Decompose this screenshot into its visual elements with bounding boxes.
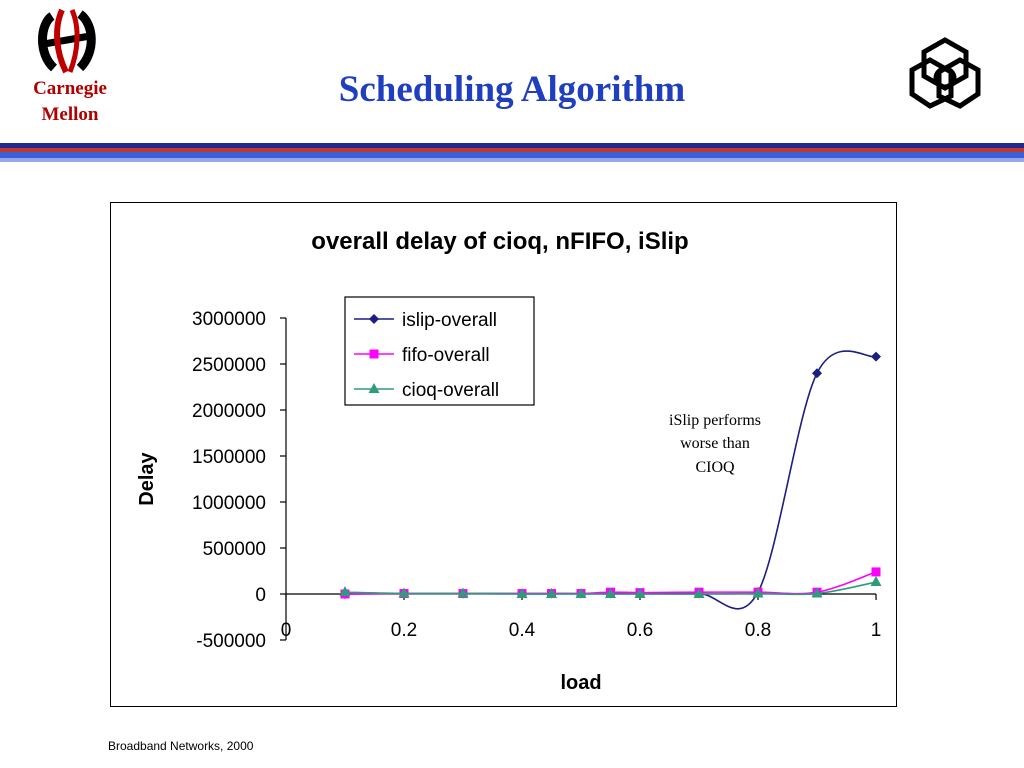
legend-label: cioq-overall <box>402 380 499 401</box>
y-tick-label: 1500000 <box>192 447 266 468</box>
chart-legend: islip-overall fifo-overall cioq-overall <box>344 296 535 406</box>
x-tick-label: 0.2 <box>391 620 417 641</box>
data-point <box>812 368 822 379</box>
legend-label: islip-overall <box>402 310 497 331</box>
chart-series <box>339 350 882 610</box>
data-point <box>870 576 882 587</box>
data-point <box>693 588 705 598</box>
y-tick-label: 1000000 <box>192 493 266 514</box>
annotation-line: worse than <box>680 435 750 452</box>
footer-text: Broadband Networks, 2000 <box>108 739 254 753</box>
data-point <box>575 588 587 598</box>
legend-item: cioq-overall <box>354 380 499 401</box>
institution-name: Carnegie Mellon <box>14 76 126 128</box>
annotation-line: iSlip performs <box>669 412 761 429</box>
cmu-logo-icon <box>38 8 96 74</box>
x-tick-label: 0.4 <box>509 620 536 641</box>
legend-marker <box>368 383 380 393</box>
data-point <box>546 588 557 598</box>
institution-line: Carnegie <box>33 78 107 99</box>
annotation: iSlip performs worse than CIOQ <box>669 412 761 476</box>
y-tick-label: 500000 <box>203 539 266 560</box>
data-point <box>516 588 528 598</box>
y-axis-label: Delay <box>136 451 158 505</box>
chart-axes: -500000 0 500000 1000000 1500000 2000000 25000… <box>192 309 881 652</box>
data-point <box>634 588 646 598</box>
annotation-line: CIOQ <box>695 459 735 476</box>
series-cioq-overall <box>339 576 882 598</box>
data-point <box>339 586 351 597</box>
series-line <box>344 581 877 596</box>
y-tick-label: 2000000 <box>192 401 266 422</box>
y-tick-label: 2500000 <box>192 355 266 376</box>
data-point <box>752 587 764 598</box>
chart-title: overall delay of cioq, nFIFO, iSlip <box>311 228 688 255</box>
chart-frame <box>110 202 897 707</box>
x-tick-label: 1 <box>871 620 882 641</box>
delay-chart: overall delay of cioq, nFIFO, iSlip -500… <box>136 228 882 694</box>
x-tick-label: 0.8 <box>745 620 771 641</box>
legend-item: islip-overall <box>354 310 497 331</box>
data-point <box>605 588 616 598</box>
legend-label: fifo-overall <box>402 345 490 366</box>
data-point <box>398 587 410 598</box>
legend-marker <box>369 349 379 359</box>
data-point <box>871 351 881 362</box>
data-point <box>871 567 881 577</box>
legend-marker <box>369 314 379 324</box>
interlocked-triangles-logo-icon <box>909 37 981 109</box>
slide-title: Scheduling Algorithm <box>338 69 686 110</box>
data-point <box>811 587 823 598</box>
legend-item: fifo-overall <box>354 345 490 366</box>
data-point <box>457 587 469 598</box>
header-divider <box>0 143 1024 162</box>
y-tick-label: -500000 <box>196 631 266 652</box>
x-tick-label: 0.6 <box>627 620 653 641</box>
y-tick-label: 3000000 <box>192 309 266 330</box>
y-tick-label: 0 <box>255 585 266 606</box>
x-tick-label: 0 <box>281 620 292 641</box>
institution-line: Mellon <box>41 104 99 125</box>
x-axis-label: load <box>560 672 601 694</box>
